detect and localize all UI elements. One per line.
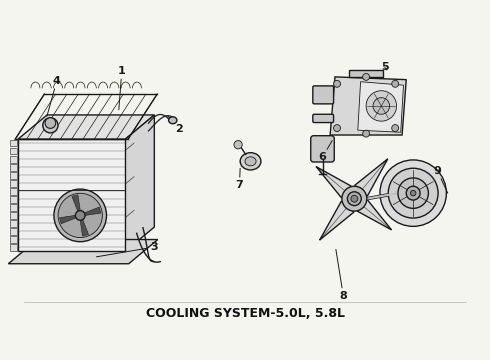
Text: 6: 6: [318, 140, 332, 162]
Polygon shape: [18, 115, 154, 139]
Polygon shape: [10, 180, 17, 186]
Polygon shape: [10, 228, 17, 235]
Polygon shape: [358, 82, 403, 132]
Polygon shape: [72, 195, 80, 212]
Circle shape: [351, 195, 358, 202]
Text: COOLING SYSTEM-5.0L, 5.8L: COOLING SYSTEM-5.0L, 5.8L: [146, 307, 344, 320]
Circle shape: [334, 125, 341, 131]
Polygon shape: [8, 239, 158, 264]
Text: 8: 8: [336, 249, 347, 301]
Polygon shape: [316, 167, 351, 198]
Polygon shape: [10, 164, 17, 171]
Bar: [349, 70, 383, 77]
Polygon shape: [80, 219, 89, 236]
Circle shape: [392, 80, 399, 87]
Circle shape: [388, 168, 438, 218]
Polygon shape: [60, 215, 77, 224]
Polygon shape: [10, 236, 17, 243]
Circle shape: [75, 211, 85, 220]
FancyBboxPatch shape: [311, 136, 334, 162]
Ellipse shape: [240, 153, 261, 170]
Polygon shape: [10, 156, 17, 162]
Circle shape: [380, 160, 446, 226]
Text: 9: 9: [434, 166, 448, 193]
Polygon shape: [84, 207, 101, 216]
FancyBboxPatch shape: [313, 114, 334, 122]
Circle shape: [347, 192, 361, 206]
Circle shape: [58, 193, 102, 238]
Polygon shape: [10, 140, 17, 147]
Circle shape: [342, 186, 367, 211]
Circle shape: [411, 190, 416, 196]
Polygon shape: [10, 244, 17, 251]
Circle shape: [45, 118, 56, 129]
Polygon shape: [355, 159, 388, 196]
Polygon shape: [330, 77, 406, 135]
Polygon shape: [10, 148, 17, 154]
Text: 5: 5: [381, 62, 389, 72]
Polygon shape: [18, 139, 125, 251]
Text: 2: 2: [168, 116, 183, 135]
FancyBboxPatch shape: [313, 86, 334, 104]
Circle shape: [43, 118, 58, 133]
Polygon shape: [125, 115, 154, 251]
Polygon shape: [10, 196, 17, 203]
Circle shape: [363, 73, 369, 80]
Polygon shape: [357, 199, 392, 230]
Text: 4: 4: [47, 76, 61, 116]
Ellipse shape: [169, 117, 177, 124]
Polygon shape: [10, 172, 17, 179]
Circle shape: [398, 178, 428, 208]
Polygon shape: [10, 220, 17, 226]
Text: 3: 3: [97, 242, 157, 257]
Ellipse shape: [245, 157, 256, 166]
Circle shape: [406, 186, 420, 200]
Polygon shape: [319, 201, 354, 240]
Circle shape: [363, 130, 369, 137]
Polygon shape: [10, 188, 17, 194]
Polygon shape: [10, 212, 17, 219]
Circle shape: [373, 98, 390, 114]
Circle shape: [234, 140, 242, 149]
Polygon shape: [10, 204, 17, 211]
Circle shape: [54, 189, 106, 242]
Text: 7: 7: [236, 168, 244, 190]
Circle shape: [366, 91, 396, 121]
Circle shape: [392, 125, 399, 131]
Circle shape: [334, 80, 341, 87]
Text: 1: 1: [118, 66, 126, 110]
